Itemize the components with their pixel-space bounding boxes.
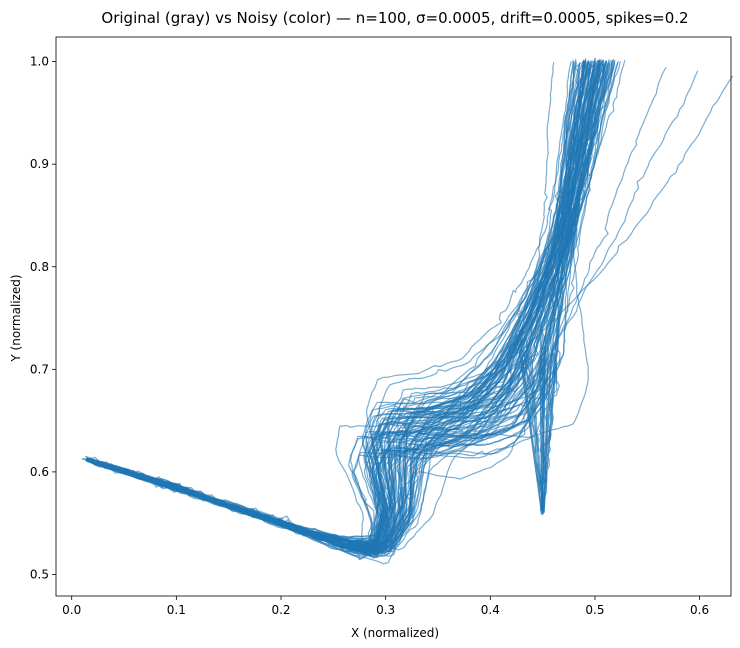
x-tick-label: 0.4	[481, 603, 500, 617]
trajectory-line	[87, 58, 601, 553]
trajectory-line	[87, 60, 576, 542]
trajectory-line	[85, 62, 577, 543]
trajectory-line	[86, 60, 589, 549]
y-tick-label: 0.6	[30, 465, 49, 479]
trajectory-line	[86, 62, 582, 546]
trajectory-line	[86, 61, 592, 547]
trajectory-line	[87, 63, 585, 546]
y-axis-label: Y (normalized)	[9, 274, 23, 362]
chart-title: Original (gray) vs Noisy (color) — n=100…	[101, 9, 688, 27]
x-tick-label: 0.0	[62, 603, 81, 617]
plot-frame	[55, 36, 732, 597]
trajectory-line	[87, 60, 585, 548]
x-tick-label: 0.1	[167, 603, 186, 617]
x-tick-label: 0.2	[271, 603, 290, 617]
x-axis-label: X (normalized)	[351, 626, 439, 640]
trajectory-line	[87, 62, 555, 538]
trajectory-line	[87, 62, 591, 551]
trajectory-line	[86, 62, 619, 546]
trajectory-line	[86, 58, 577, 551]
trajectory-line	[86, 60, 586, 550]
trajectory-line	[87, 63, 605, 545]
trajectory-line	[86, 59, 574, 540]
trajectory-line	[86, 60, 591, 543]
trajectory-line	[86, 64, 595, 549]
trajectory-line	[86, 62, 581, 547]
x-tick-label: 0.6	[690, 603, 709, 617]
trajectory-line	[87, 63, 590, 552]
trajectories	[81, 57, 734, 565]
trajectory-line	[87, 60, 601, 547]
trajectory-line	[85, 59, 587, 551]
y-tick-label: 0.8	[30, 260, 49, 274]
trajectory-line	[86, 60, 595, 552]
y-tick-label: 0.9	[30, 157, 49, 171]
trajectory-line	[87, 60, 601, 547]
trajectory-line	[87, 61, 586, 544]
x-axis: 0.0 0.1 0.2 0.3 0.4 0.5 0.6	[62, 596, 709, 617]
x-tick-label: 0.5	[585, 603, 604, 617]
y-tick-label: 0.7	[30, 362, 49, 376]
trajectory-line	[87, 61, 602, 547]
trajectory-line	[85, 60, 589, 550]
trajectory-line	[87, 60, 593, 549]
trajectory-line	[85, 61, 572, 544]
trajectory-line	[87, 60, 606, 553]
trajectory-line	[86, 63, 593, 541]
trajectory-line	[86, 59, 601, 548]
trajectory-line	[88, 61, 596, 553]
x-tick-label: 0.3	[376, 603, 395, 617]
trajectory-line	[87, 63, 585, 552]
trajectory-line	[86, 63, 591, 551]
y-tick-label: 1.0	[30, 55, 49, 69]
y-tick-label: 0.5	[30, 567, 49, 581]
trajectory-line	[87, 59, 602, 547]
trajectory-line	[87, 61, 590, 546]
y-axis: 0.5 0.6 0.7 0.8 0.9 1.0	[30, 55, 56, 581]
trajectory-line	[86, 61, 587, 545]
trajectory-line	[85, 60, 590, 539]
trajectory-line	[85, 60, 600, 553]
trajectory-line	[86, 63, 601, 545]
